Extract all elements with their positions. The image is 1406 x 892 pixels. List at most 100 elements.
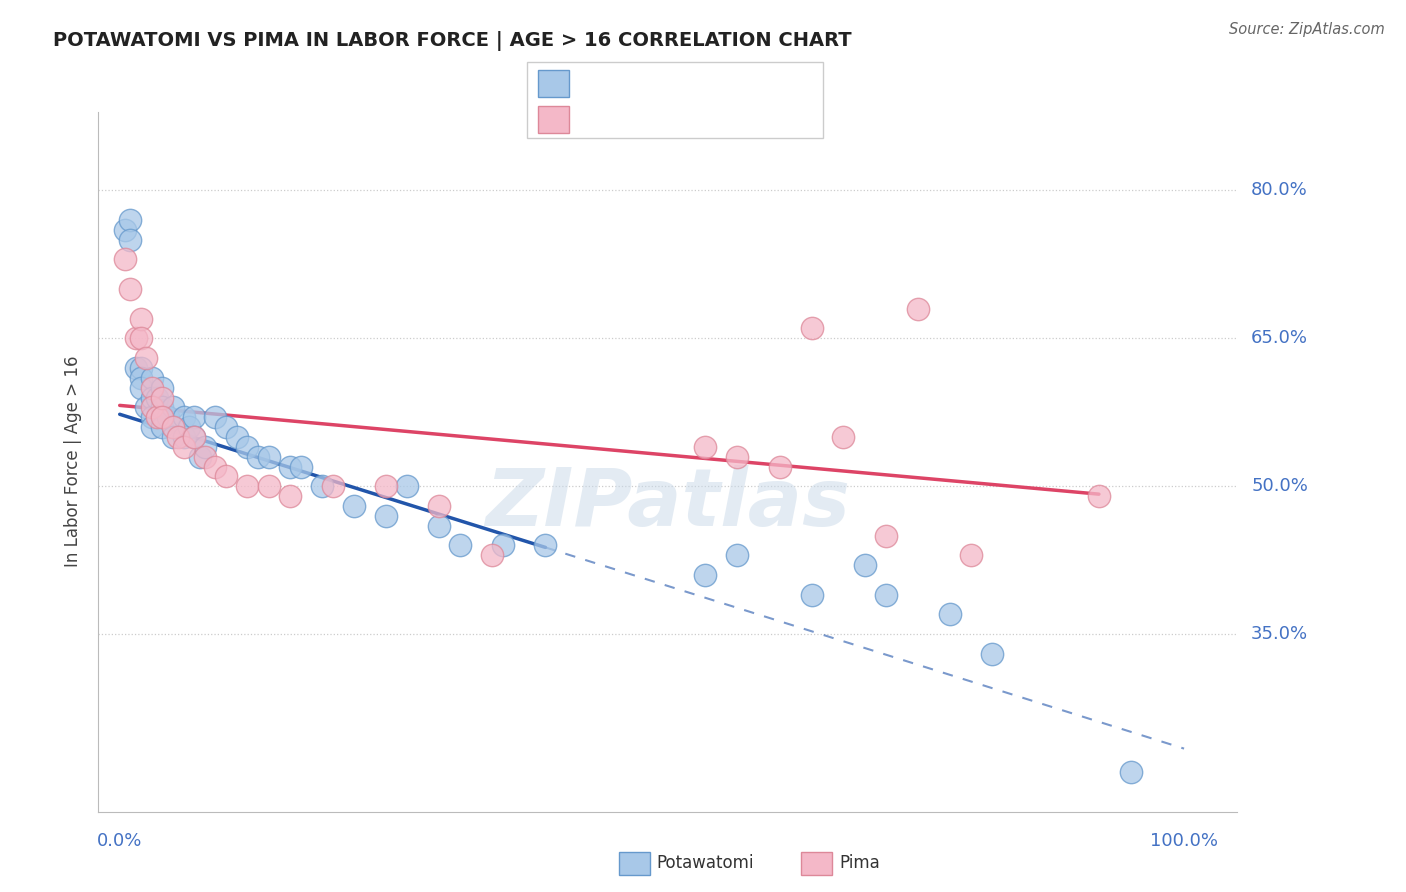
Point	[1119, 765, 1142, 780]
Point	[129, 331, 152, 345]
Point	[832, 430, 855, 444]
Y-axis label: In Labor Force | Age > 16: In Labor Force | Age > 16	[65, 356, 83, 567]
Point	[204, 459, 226, 474]
Point	[129, 311, 152, 326]
Point	[311, 479, 333, 493]
Text: Source: ZipAtlas.com: Source: ZipAtlas.com	[1229, 22, 1385, 37]
Point	[183, 430, 205, 444]
Point	[183, 430, 205, 444]
Point	[236, 479, 259, 493]
Text: 100.0%: 100.0%	[1150, 832, 1218, 850]
Point	[150, 391, 173, 405]
Point	[1088, 489, 1111, 503]
Point	[853, 558, 876, 573]
Point	[396, 479, 419, 493]
Point	[120, 233, 142, 247]
Point	[875, 588, 897, 602]
Point	[146, 391, 169, 405]
Point	[188, 450, 211, 464]
Point	[194, 450, 217, 464]
Point	[141, 381, 163, 395]
Point	[449, 538, 471, 552]
Point	[960, 549, 983, 563]
Point	[215, 469, 238, 483]
Point	[800, 321, 823, 335]
Point	[177, 420, 200, 434]
Point	[257, 479, 280, 493]
Text: Potawatomi: Potawatomi	[657, 855, 754, 872]
Point	[141, 410, 163, 425]
Point	[150, 401, 173, 415]
Text: 35.0%: 35.0%	[1251, 625, 1309, 643]
Point	[225, 430, 247, 444]
Point	[481, 549, 503, 563]
Point	[236, 440, 259, 454]
Point	[124, 331, 146, 345]
Point	[492, 538, 515, 552]
Point	[875, 528, 897, 542]
Point	[374, 508, 396, 523]
Point	[146, 410, 169, 425]
Point	[343, 499, 366, 513]
Point	[257, 450, 280, 464]
Point	[173, 430, 195, 444]
Point	[135, 351, 157, 365]
Point	[120, 213, 142, 227]
Point	[693, 440, 716, 454]
Point	[162, 401, 184, 415]
Point	[114, 223, 136, 237]
Point	[141, 371, 163, 385]
Point	[162, 430, 184, 444]
Point	[278, 459, 301, 474]
Text: Pima: Pima	[839, 855, 880, 872]
Text: 65.0%: 65.0%	[1251, 329, 1308, 347]
Point	[141, 401, 163, 415]
Text: N =: N =	[686, 112, 733, 127]
Point	[167, 430, 190, 444]
Point	[322, 479, 344, 493]
Text: R =: R =	[581, 76, 616, 91]
Text: ZIPatlas: ZIPatlas	[485, 465, 851, 542]
Point	[150, 410, 173, 425]
Point	[162, 420, 184, 434]
Text: 80.0%: 80.0%	[1251, 181, 1308, 200]
Text: 34: 34	[727, 112, 747, 127]
Point	[693, 568, 716, 582]
Point	[204, 410, 226, 425]
Point	[534, 538, 557, 552]
Point	[183, 410, 205, 425]
Point	[120, 282, 142, 296]
Text: 50.0%: 50.0%	[1251, 477, 1308, 495]
Point	[141, 391, 163, 405]
Point	[173, 440, 195, 454]
Point	[981, 647, 1004, 661]
Text: POTAWATOMI VS PIMA IN LABOR FORCE | AGE > 16 CORRELATION CHART: POTAWATOMI VS PIMA IN LABOR FORCE | AGE …	[53, 31, 852, 51]
Point	[725, 450, 748, 464]
Point	[290, 459, 312, 474]
Point	[725, 549, 748, 563]
Point	[129, 381, 152, 395]
Point	[135, 401, 157, 415]
Point	[939, 607, 962, 622]
Point	[156, 410, 179, 425]
Point	[150, 420, 173, 434]
Point	[374, 479, 396, 493]
Point	[173, 410, 195, 425]
Point	[124, 360, 146, 375]
Point	[129, 371, 152, 385]
Point	[129, 360, 152, 375]
Text: N =: N =	[686, 76, 733, 91]
Point	[278, 489, 301, 503]
Point	[194, 440, 217, 454]
Point	[215, 420, 238, 434]
Point	[427, 499, 450, 513]
Point	[768, 459, 790, 474]
Text: 0.0%: 0.0%	[97, 832, 142, 850]
Point	[114, 252, 136, 267]
Point	[247, 450, 270, 464]
Point	[162, 420, 184, 434]
Point	[427, 518, 450, 533]
Text: 51: 51	[727, 76, 747, 91]
Text: -0.383: -0.383	[617, 76, 668, 91]
Text: -0.413: -0.413	[617, 112, 669, 127]
